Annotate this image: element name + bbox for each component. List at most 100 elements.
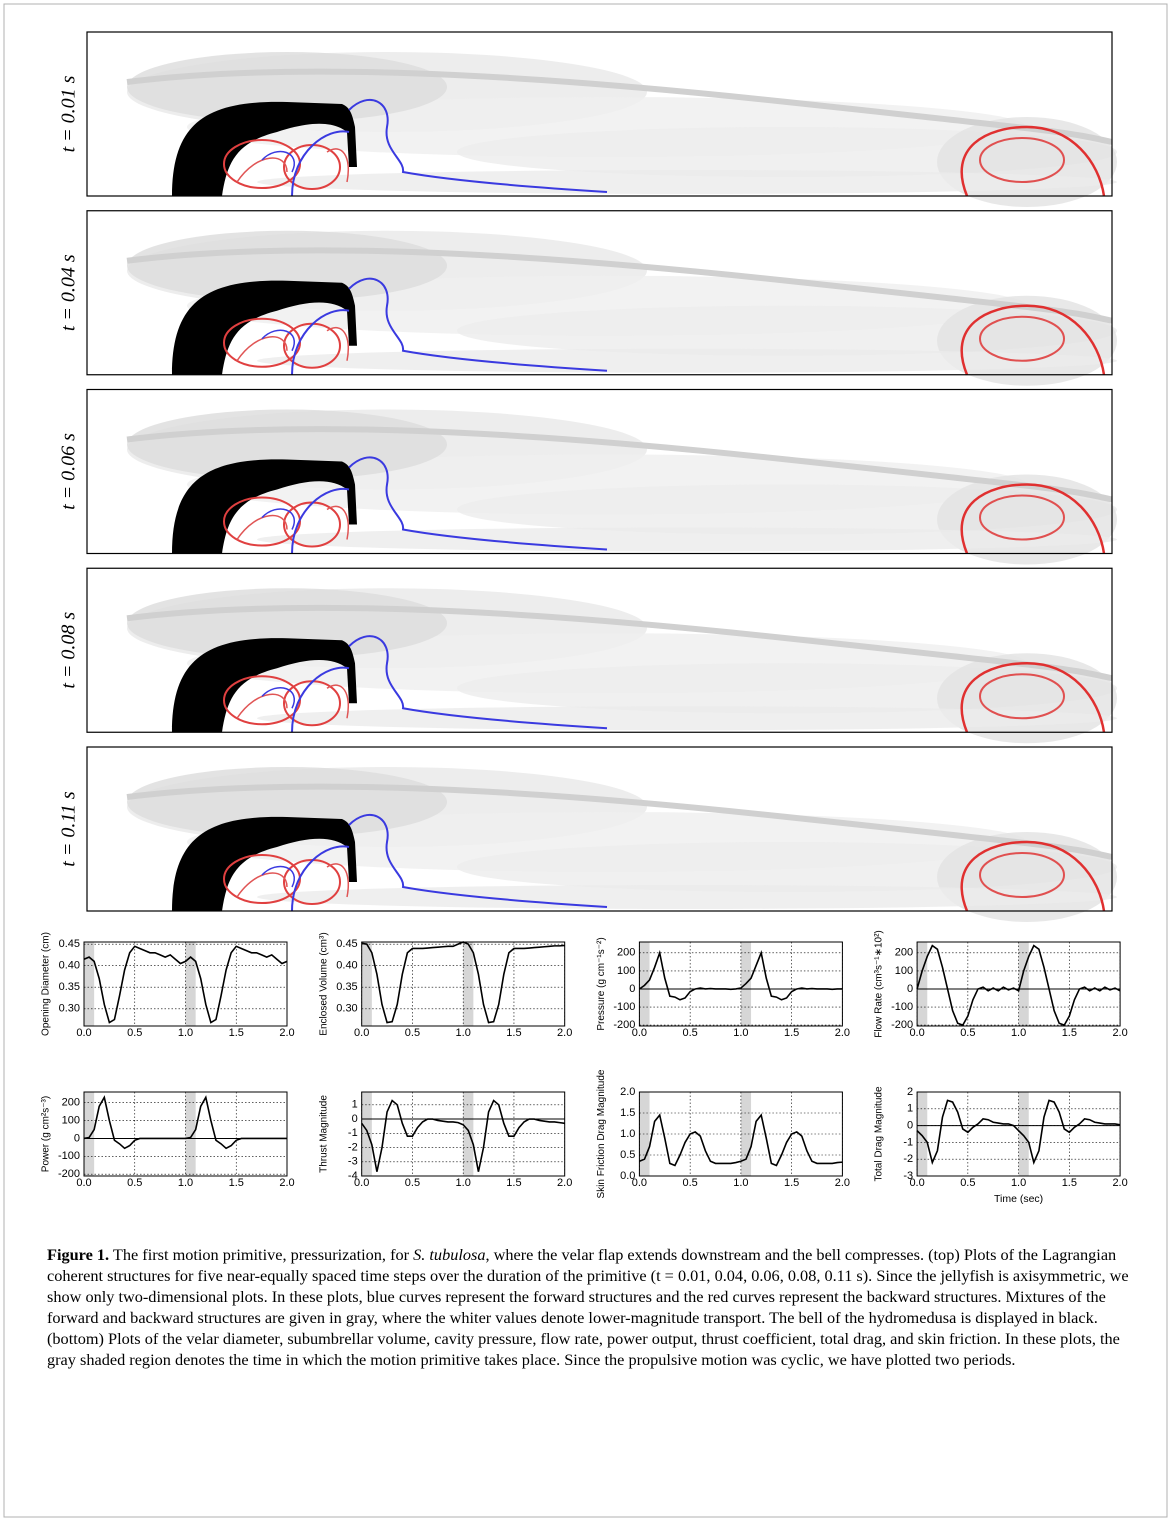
x-tick-label: 2.0: [557, 1027, 572, 1039]
x-tick-label: 2.0: [279, 1027, 294, 1039]
y-tick-label: -200: [58, 1168, 80, 1180]
y-tick-label: 0.40: [59, 960, 80, 972]
y-tick-label: -200: [891, 1019, 913, 1031]
x-tick-label: 2.0: [835, 1177, 850, 1189]
y-tick-label: 0.30: [59, 1003, 80, 1015]
flow-panel: [87, 390, 1117, 565]
time-label: t = 0.01 s: [58, 75, 80, 152]
x-tick-label: 1.5: [506, 1027, 521, 1039]
x-tick-label: 2.0: [557, 1177, 572, 1189]
x-tick-label: 2.0: [1112, 1027, 1127, 1039]
flow-panel: [87, 747, 1117, 922]
primitive-shade: [186, 1092, 196, 1176]
y-tick-label: -1: [903, 1136, 913, 1148]
y-tick-label: 200: [617, 947, 635, 959]
y-tick-label: 0: [907, 1120, 913, 1132]
flow-panel: [87, 32, 1117, 207]
flow-panel: [87, 211, 1117, 386]
y-tick-label: 0: [352, 1113, 358, 1125]
caption-species: S. tubulosa: [413, 1245, 485, 1264]
y-tick-label: 0.40: [336, 960, 357, 972]
x-tick-label: 2.0: [1112, 1177, 1127, 1189]
x-tick-label: 1.5: [784, 1177, 799, 1189]
y-tick-label: 0.30: [336, 1003, 357, 1015]
y-tick-label: 100: [617, 965, 635, 977]
y-tick-label: 200: [895, 947, 913, 959]
time-label: t = 0.08 s: [58, 612, 80, 689]
x-tick-label: 2.0: [835, 1027, 850, 1039]
primitive-shade: [362, 942, 372, 1026]
x-tick-label: 2.0: [279, 1177, 294, 1189]
y-tick-label: -100: [891, 1001, 913, 1013]
y-tick-label: 1.0: [620, 1128, 635, 1140]
x-tick-label: 0.5: [960, 1177, 975, 1189]
y-tick-label: 0: [907, 983, 913, 995]
x-tick-label: 1.5: [229, 1177, 244, 1189]
x-tick-label: 0.5: [405, 1177, 420, 1189]
primitive-shade: [84, 1092, 94, 1176]
x-tick-label: 0.5: [405, 1027, 420, 1039]
y-tick-label: 0: [74, 1132, 80, 1144]
x-tick-label: 0.5: [127, 1177, 142, 1189]
primitive-shade: [84, 942, 94, 1026]
primitive-shade: [463, 1092, 473, 1176]
x-tick-label: 0.5: [683, 1027, 698, 1039]
y-axis-label: Pressure (g cm⁻¹s⁻²): [596, 937, 607, 1030]
y-tick-label: 100: [895, 965, 913, 977]
x-tick-label: 1.0: [1011, 1027, 1026, 1039]
y-axis-label: Enclosed Volume (cm³): [318, 932, 329, 1035]
x-tick-label: 0.0: [76, 1027, 91, 1039]
x-tick-label: 1.5: [1062, 1177, 1077, 1189]
x-tick-label: 0.5: [127, 1027, 142, 1039]
y-tick-label: -100: [58, 1150, 80, 1162]
y-tick-label: 1: [352, 1099, 358, 1111]
caption-text: The first motion primitive, pressurizati…: [109, 1245, 413, 1264]
y-tick-label: -3: [903, 1170, 913, 1182]
y-axis-label: Total Drag Magnitude: [874, 1086, 885, 1181]
y-tick-label: 100: [62, 1115, 80, 1127]
y-tick-label: 0.45: [59, 938, 80, 950]
x-tick-label: 1.0: [733, 1027, 748, 1039]
page: t = 0.01 s t = 0.04 s t = 0.06 s t = 0.08 s…: [0, 0, 1171, 1521]
x-tick-label: 1.0: [456, 1027, 471, 1039]
x-tick-label: 1.0: [178, 1027, 193, 1039]
time-label: t = 0.06 s: [58, 433, 80, 510]
y-tick-label: 2: [907, 1086, 913, 1098]
y-tick-label: 0.45: [336, 938, 357, 950]
time-label: t = 0.11 s: [58, 791, 80, 867]
y-tick-label: 200: [62, 1097, 80, 1109]
y-tick-label: -2: [348, 1141, 358, 1153]
y-tick-label: -3: [348, 1156, 358, 1168]
y-axis-label: Skin Friction Drag Magnitude: [596, 1069, 607, 1198]
y-tick-label: 0.5: [620, 1149, 635, 1161]
primitive-shade: [741, 1092, 751, 1176]
caption-label: Figure 1.: [47, 1245, 109, 1264]
y-tick-label: 1.5: [620, 1107, 635, 1119]
y-tick-label: 0.0: [620, 1170, 635, 1182]
y-tick-label: 1: [907, 1103, 913, 1115]
x-tick-label: 1.5: [1062, 1027, 1077, 1039]
caption: Figure 1. The first motion primitive, pr…: [47, 1244, 1132, 1370]
y-tick-label: -2: [903, 1153, 913, 1165]
x-tick-label: 1.0: [733, 1177, 748, 1189]
y-tick-label: -4: [348, 1170, 358, 1182]
flow-panel: [87, 568, 1117, 743]
x-tick-label: 1.0: [456, 1177, 471, 1189]
y-tick-label: 0.35: [59, 981, 80, 993]
primitive-shade: [639, 1092, 649, 1176]
primitive-shade: [1019, 1092, 1029, 1176]
y-axis-label: Flow Rate (cm³s⁻¹∗10²): [874, 930, 885, 1038]
y-tick-label: 2.0: [620, 1086, 635, 1098]
time-label: t = 0.04 s: [58, 254, 80, 331]
primitive-shade: [639, 942, 649, 1026]
y-tick-label: -200: [613, 1019, 635, 1031]
y-tick-label: -1: [348, 1127, 358, 1139]
y-axis-label: Opening Diameter (cm): [41, 932, 52, 1036]
y-axis-label: Power (g cm²s⁻³): [41, 1096, 52, 1172]
y-tick-label: 0: [629, 983, 635, 995]
primitive-shade: [186, 942, 196, 1026]
x-tick-label: 0.5: [683, 1177, 698, 1189]
y-axis-label: Thrust Magnitude: [318, 1095, 329, 1173]
x-tick-label: 0.0: [354, 1027, 369, 1039]
x-tick-label: 1.5: [784, 1027, 799, 1039]
